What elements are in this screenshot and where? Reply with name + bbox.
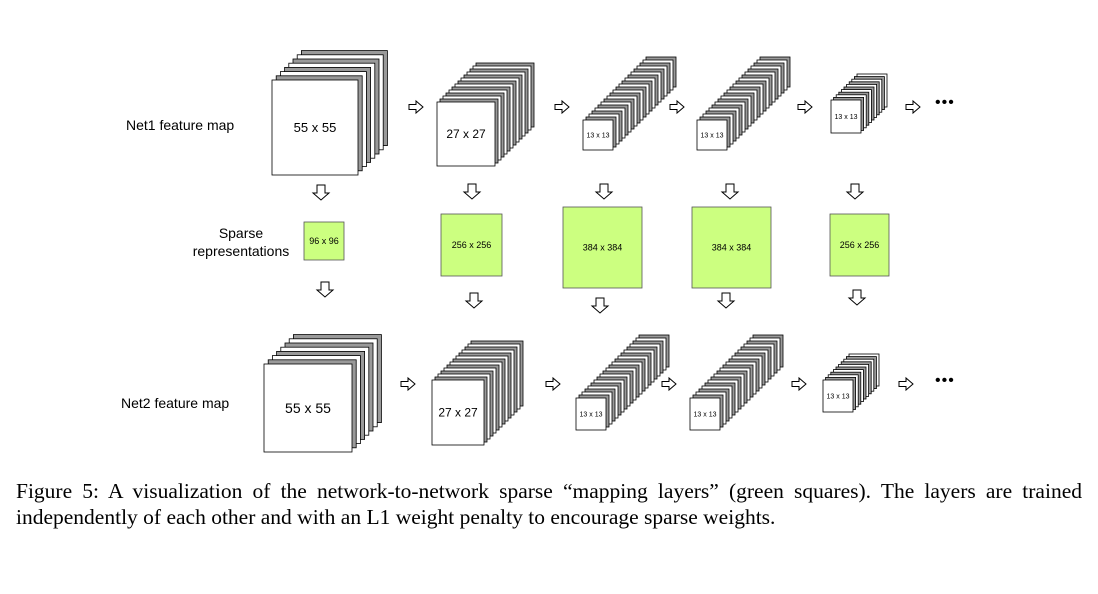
network-mapping-figure: 55 x 55 27 x 27 13 x 13 13 x 13 13 x 13 55 x … — [121, 50, 955, 453]
sparse-green-square-5 — [829, 213, 890, 277]
figure-caption: Figure 5: A visualization of the network… — [16, 479, 1082, 529]
net1-stack-5: 13 x 13 — [830, 73, 888, 134]
arrow-right-icon — [791, 376, 807, 392]
arrow-down-icon — [716, 292, 736, 309]
sparse-size-label-1: 96 x 96 — [309, 236, 339, 246]
arrow-right-icon — [400, 376, 416, 392]
net1-stack-2: 27 x 27 — [436, 62, 535, 167]
net1-front-square-2 — [436, 101, 496, 167]
arrow-down-icon — [845, 183, 865, 200]
net1-stack-3: 13 x 13 — [582, 56, 677, 151]
net2-front-square-5 — [822, 379, 854, 413]
sparse-size-label-2: 256 x 256 — [452, 240, 492, 250]
arrow-right-icon — [669, 99, 685, 115]
arrow-down-icon — [315, 281, 335, 298]
net2-stack-5: 13 x 13 — [822, 353, 880, 413]
net1-front-square-1 — [271, 79, 359, 176]
net2-front-square-3 — [575, 397, 607, 431]
net2-label: Net2 feature map — [121, 395, 229, 411]
sparse-green-square-3 — [562, 206, 643, 289]
net2-size-label-2: 27 x 27 — [438, 406, 478, 420]
sparse-green-square-1 — [303, 221, 345, 261]
arrow-down-icon — [464, 292, 484, 309]
net1-size-label-5: 13 x 13 — [835, 114, 858, 121]
net1-size-label-1: 55 x 55 — [294, 120, 337, 135]
arrow-right-icon — [545, 376, 561, 392]
arrow-down-icon — [594, 183, 614, 200]
net1-front-square-3 — [582, 119, 614, 151]
net2-front-square-4 — [689, 397, 721, 431]
sparse-green-square-4 — [691, 206, 772, 289]
arrow-right-icon — [905, 99, 921, 115]
net2-size-label-1: 55 x 55 — [285, 400, 331, 416]
sparse-green-square-2 — [440, 213, 503, 277]
sparse-size-label-5: 256 x 256 — [840, 240, 880, 250]
net1-size-label-3: 13 x 13 — [587, 132, 610, 139]
net1-size-label-2: 27 x 27 — [446, 127, 486, 141]
arrow-right-icon — [797, 99, 813, 115]
net2-stack-2: 27 x 27 — [431, 340, 524, 446]
net2-ellipsis: ••• — [935, 372, 955, 389]
arrow-right-icon — [554, 99, 570, 115]
sparse-label-line2: representations — [193, 243, 290, 259]
net1-front-square-4 — [696, 119, 728, 151]
net1-label: Net1 feature map — [126, 117, 234, 133]
arrow-down-icon — [462, 183, 482, 200]
arrow-right-icon — [408, 99, 424, 115]
arrow-down-icon — [311, 184, 331, 201]
sparse-label-line1: Sparse — [219, 225, 264, 241]
arrow-down-icon — [590, 297, 610, 314]
net2-size-label-4: 13 x 13 — [694, 411, 717, 418]
sparse-size-label-3: 384 x 384 — [583, 243, 623, 253]
arrow-right-icon — [898, 376, 914, 392]
net2-front-square-2 — [431, 379, 485, 446]
arrow-down-icon — [720, 183, 740, 200]
arrow-right-icon — [661, 376, 677, 392]
net1-stack-4: 13 x 13 — [696, 56, 791, 151]
net2-stack-1: 55 x 55 — [263, 334, 382, 453]
arrow-down-icon — [847, 289, 867, 306]
net1-front-square-5 — [830, 99, 862, 134]
net2-size-label-3: 13 x 13 — [580, 411, 603, 418]
net2-stack-3: 13 x 13 — [575, 334, 670, 431]
net2-front-square-1 — [263, 363, 353, 453]
sparse-size-label-4: 384 x 384 — [712, 243, 752, 253]
net1-stack-1: 55 x 55 — [271, 50, 388, 176]
net1-size-label-4: 13 x 13 — [701, 132, 724, 139]
net2-stack-4: 13 x 13 — [689, 334, 784, 431]
net2-size-label-5: 13 x 13 — [827, 393, 850, 400]
net1-ellipsis: ••• — [935, 94, 955, 111]
